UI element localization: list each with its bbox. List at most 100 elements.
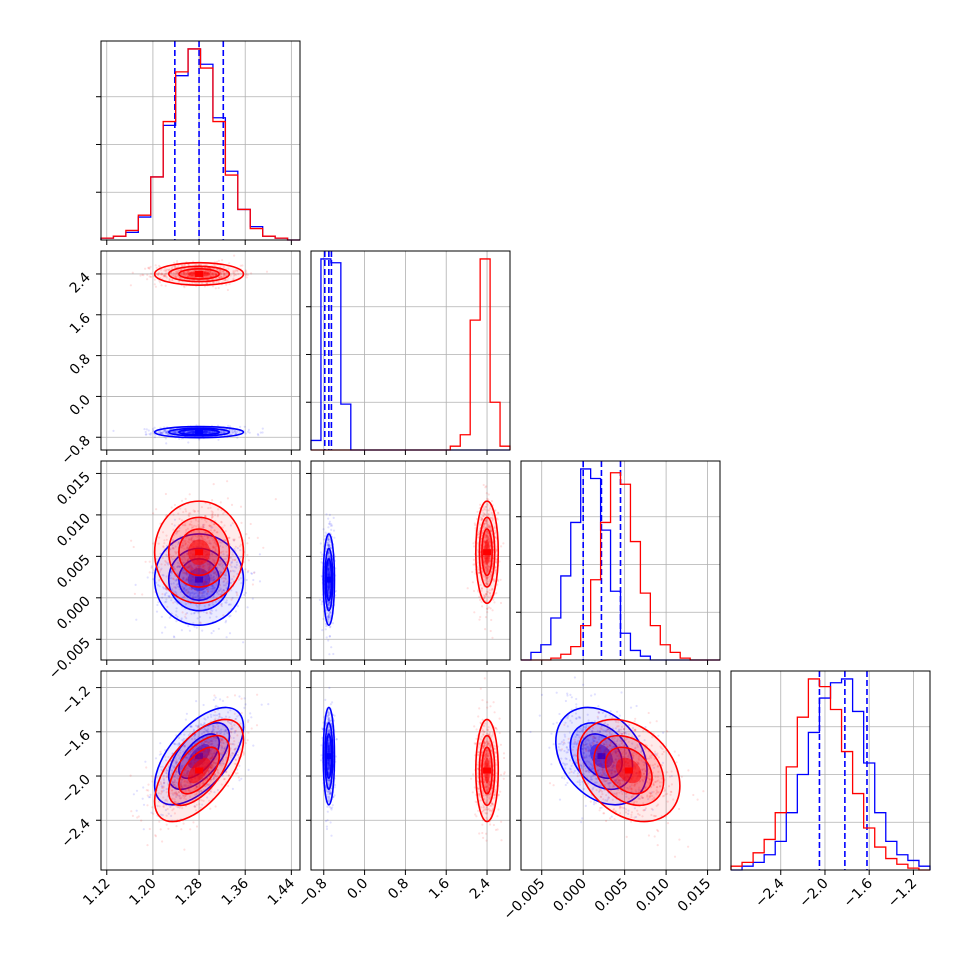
- scatter-point: [159, 742, 162, 745]
- scatter-point: [246, 273, 249, 276]
- scatter-point: [203, 749, 206, 753]
- scatter-point: [172, 274, 175, 277]
- y-tick-label: 0.010: [54, 510, 94, 550]
- scatter-point: [198, 621, 202, 624]
- scatter-point: [161, 556, 164, 560]
- scatter-point: [181, 524, 184, 527]
- scatter-point: [225, 550, 228, 554]
- scatter-point: [210, 766, 213, 770]
- scatter-point: [502, 542, 505, 545]
- scatter-point: [325, 609, 328, 612]
- scatter-point: [188, 565, 191, 568]
- scatter-point: [200, 743, 203, 746]
- scatter-point: [158, 279, 161, 282]
- scatter-point: [328, 564, 331, 568]
- scatter-point: [210, 524, 213, 528]
- scatter-point: [225, 636, 228, 639]
- scatter-point: [239, 264, 242, 267]
- scatter-point: [203, 723, 206, 726]
- scatter-point: [207, 607, 210, 610]
- scatter-point: [162, 802, 165, 805]
- scatter-point: [171, 541, 174, 544]
- scatter-point: [200, 732, 203, 735]
- scatter-point: [183, 267, 186, 270]
- scatter-point: [187, 788, 190, 792]
- scatter-point: [322, 528, 325, 531]
- scatter-point: [188, 493, 191, 496]
- scatter-point: [499, 578, 502, 581]
- scatter-point: [208, 792, 211, 795]
- scatter-point: [184, 615, 187, 618]
- scatter-point: [479, 516, 482, 519]
- scatter-point: [230, 565, 233, 568]
- scatter-point: [487, 523, 490, 527]
- scatter-point: [487, 509, 491, 512]
- scatter-point: [219, 753, 222, 756]
- scatter-point: [199, 535, 202, 538]
- scatter-point: [256, 433, 259, 436]
- scatter-point: [173, 742, 176, 746]
- scatter-point: [234, 269, 237, 272]
- scatter-point: [132, 545, 135, 549]
- scatter-point: [219, 698, 222, 701]
- scatter-point: [326, 543, 329, 546]
- scatter-point: [484, 526, 487, 530]
- scatter-point: [220, 591, 224, 594]
- scatter-point: [164, 275, 167, 278]
- scatter-point: [488, 526, 491, 530]
- scatter-point: [330, 646, 333, 649]
- scatter-point: [179, 769, 182, 772]
- scatter-point: [232, 274, 236, 277]
- contour-red: [178, 268, 221, 280]
- scatter-point: [213, 263, 216, 267]
- scatter-point: [211, 738, 214, 741]
- scatter-point: [183, 524, 186, 527]
- scatter-point: [220, 550, 223, 554]
- scatter-point: [183, 744, 187, 747]
- scatter-point: [165, 814, 168, 817]
- scatter-point: [236, 269, 239, 272]
- scatter-point: [236, 572, 239, 576]
- scatter-point: [235, 566, 238, 569]
- scatter-point: [207, 741, 210, 744]
- scatter-point: [484, 534, 487, 537]
- scatter-point: [223, 749, 226, 752]
- scatter-point: [485, 530, 488, 533]
- scatter-point: [233, 748, 236, 751]
- scatter-point: [328, 540, 331, 544]
- scatter-point: [327, 562, 330, 566]
- scatter-point: [484, 535, 487, 539]
- scatter-point: [225, 271, 228, 274]
- scatter-point: [327, 517, 330, 520]
- scatter-point: [163, 274, 166, 277]
- scatter-point: [219, 272, 222, 275]
- scatter-point: [187, 753, 190, 756]
- scatter-point: [483, 541, 486, 544]
- scatter-point: [210, 739, 213, 742]
- scatter-point: [166, 562, 169, 565]
- scatter-point: [198, 565, 201, 568]
- scatter-point: [217, 627, 220, 630]
- scatter-point: [209, 564, 212, 567]
- scatter-point: [212, 698, 215, 702]
- scatter-point: [179, 767, 182, 770]
- scatter-point: [176, 260, 179, 263]
- scatter-point: [222, 279, 225, 282]
- scatter-point: [220, 521, 223, 524]
- scatter-point: [191, 600, 194, 603]
- scatter-point: [476, 542, 479, 545]
- scatter-point: [198, 590, 201, 593]
- scatter-point: [234, 610, 237, 613]
- scatter-point: [194, 576, 197, 580]
- scatter-point: [241, 264, 244, 267]
- scatter-point: [330, 523, 333, 526]
- density-peak: [483, 549, 492, 556]
- scatter-point: [154, 835, 157, 838]
- scatter-point: [227, 267, 230, 270]
- scatter-point: [213, 541, 216, 545]
- scatter-point: [482, 524, 485, 527]
- scatter-point: [175, 760, 178, 763]
- scatter-point: [166, 433, 170, 436]
- scatter-point: [485, 577, 488, 580]
- scatter-point: [209, 506, 212, 509]
